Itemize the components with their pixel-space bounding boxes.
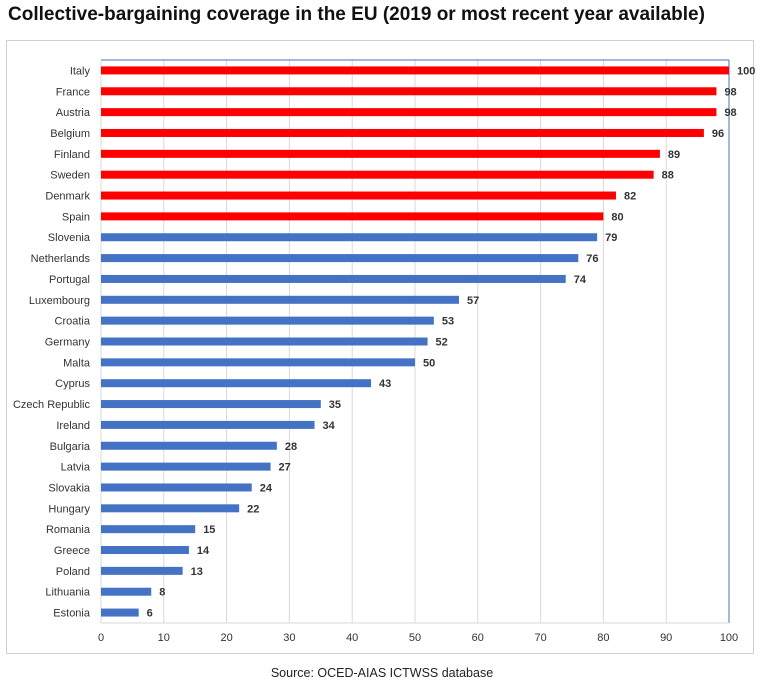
- bar: [101, 66, 729, 75]
- category-label: Austria: [56, 107, 91, 119]
- category-label: Netherlands: [31, 253, 91, 265]
- x-tick-label: 30: [283, 632, 295, 644]
- data-label: 50: [423, 357, 435, 369]
- bar: [101, 337, 428, 346]
- category-label: Sweden: [50, 170, 90, 182]
- bar: [101, 295, 459, 304]
- category-label: Luxembourg: [29, 295, 90, 307]
- bar: [101, 525, 196, 534]
- category-label: Denmark: [45, 191, 90, 203]
- data-label: 28: [285, 441, 297, 453]
- x-tick-label: 10: [158, 632, 170, 644]
- bar: [101, 483, 252, 492]
- data-label: 98: [724, 86, 736, 98]
- category-label: Ireland: [56, 420, 90, 432]
- category-label: Portugal: [49, 274, 90, 286]
- data-label: 79: [605, 232, 617, 244]
- bar: [101, 191, 616, 200]
- source-note: Source: OCED-AIAS ICTWSS database: [270, 666, 494, 680]
- category-label: Romania: [46, 524, 91, 536]
- bar: [101, 400, 321, 409]
- category-label: Czech Republic: [13, 399, 91, 411]
- category-label: Greece: [54, 545, 90, 557]
- category-label: Estonia: [53, 608, 91, 620]
- data-label: 88: [662, 170, 674, 182]
- data-label: 96: [712, 128, 724, 140]
- category-label: Lithuania: [45, 587, 91, 599]
- category-label: Slovakia: [48, 482, 90, 494]
- data-label: 52: [436, 337, 448, 349]
- category-label: Germany: [45, 337, 91, 349]
- category-label: Slovenia: [48, 232, 91, 244]
- x-tick-label: 60: [472, 632, 484, 644]
- bar: [101, 504, 240, 513]
- bar: [101, 566, 183, 575]
- bar: [101, 149, 660, 158]
- bar: [101, 108, 717, 117]
- bar: [101, 170, 654, 179]
- data-label: 6: [147, 608, 153, 620]
- category-label: Bulgaria: [50, 441, 91, 453]
- bar: [101, 212, 604, 221]
- bar: [101, 546, 189, 555]
- category-label: Poland: [56, 566, 90, 578]
- chart-frame: [6, 40, 754, 654]
- bar: [101, 87, 717, 96]
- bar: [101, 128, 704, 137]
- bar: [101, 420, 315, 429]
- x-tick-label: 40: [346, 632, 358, 644]
- x-tick-label: 80: [597, 632, 609, 644]
- x-tick-label: 70: [534, 632, 546, 644]
- x-tick-label: 20: [220, 632, 232, 644]
- data-label: 34: [323, 420, 336, 432]
- bar: [101, 608, 139, 617]
- data-label: 82: [624, 191, 636, 203]
- bar: [101, 462, 271, 471]
- bar: [101, 316, 434, 325]
- data-label: 76: [586, 253, 598, 265]
- data-label: 8: [159, 587, 165, 599]
- data-label: 43: [379, 378, 391, 390]
- chart-title: Collective-bargaining coverage in the EU…: [8, 4, 705, 25]
- data-label: 80: [611, 211, 623, 223]
- data-label: 27: [279, 462, 291, 474]
- category-label: Belgium: [50, 128, 90, 140]
- category-label: Spain: [62, 211, 90, 223]
- bar: [101, 379, 372, 388]
- bar: [101, 358, 415, 367]
- data-label: 89: [668, 149, 680, 161]
- bar-chart: 0 10 20 30 40 50 60 70 80 90 100 Italy 100 France 98 Au…: [13, 59, 755, 644]
- category-label: Cyprus: [55, 378, 90, 390]
- data-label: 74: [574, 274, 587, 286]
- bar: [101, 441, 277, 450]
- category-label: Finland: [54, 149, 90, 161]
- x-tick-label: 0: [98, 632, 104, 644]
- data-label: 22: [247, 503, 259, 515]
- category-label: Hungary: [48, 503, 90, 515]
- data-label: 14: [197, 545, 210, 557]
- category-label: Latvia: [61, 462, 91, 474]
- data-label: 13: [191, 566, 203, 578]
- bar: [101, 274, 566, 283]
- bar: [101, 233, 598, 242]
- data-label: 15: [203, 524, 215, 536]
- category-label: Italy: [70, 65, 91, 77]
- data-label: 24: [260, 482, 273, 494]
- data-label: 35: [329, 399, 341, 411]
- data-label: 57: [467, 295, 479, 307]
- x-tick-label: 50: [409, 632, 421, 644]
- bar: [101, 587, 152, 596]
- category-label: Malta: [63, 357, 91, 369]
- data-label: 53: [442, 316, 454, 328]
- data-label: 98: [724, 107, 736, 119]
- x-tick-label: 100: [720, 632, 738, 644]
- data-label: 100: [737, 65, 755, 77]
- category-label: France: [56, 86, 90, 98]
- category-label: Croatia: [55, 316, 91, 328]
- x-tick-label: 90: [660, 632, 672, 644]
- bar: [101, 254, 579, 263]
